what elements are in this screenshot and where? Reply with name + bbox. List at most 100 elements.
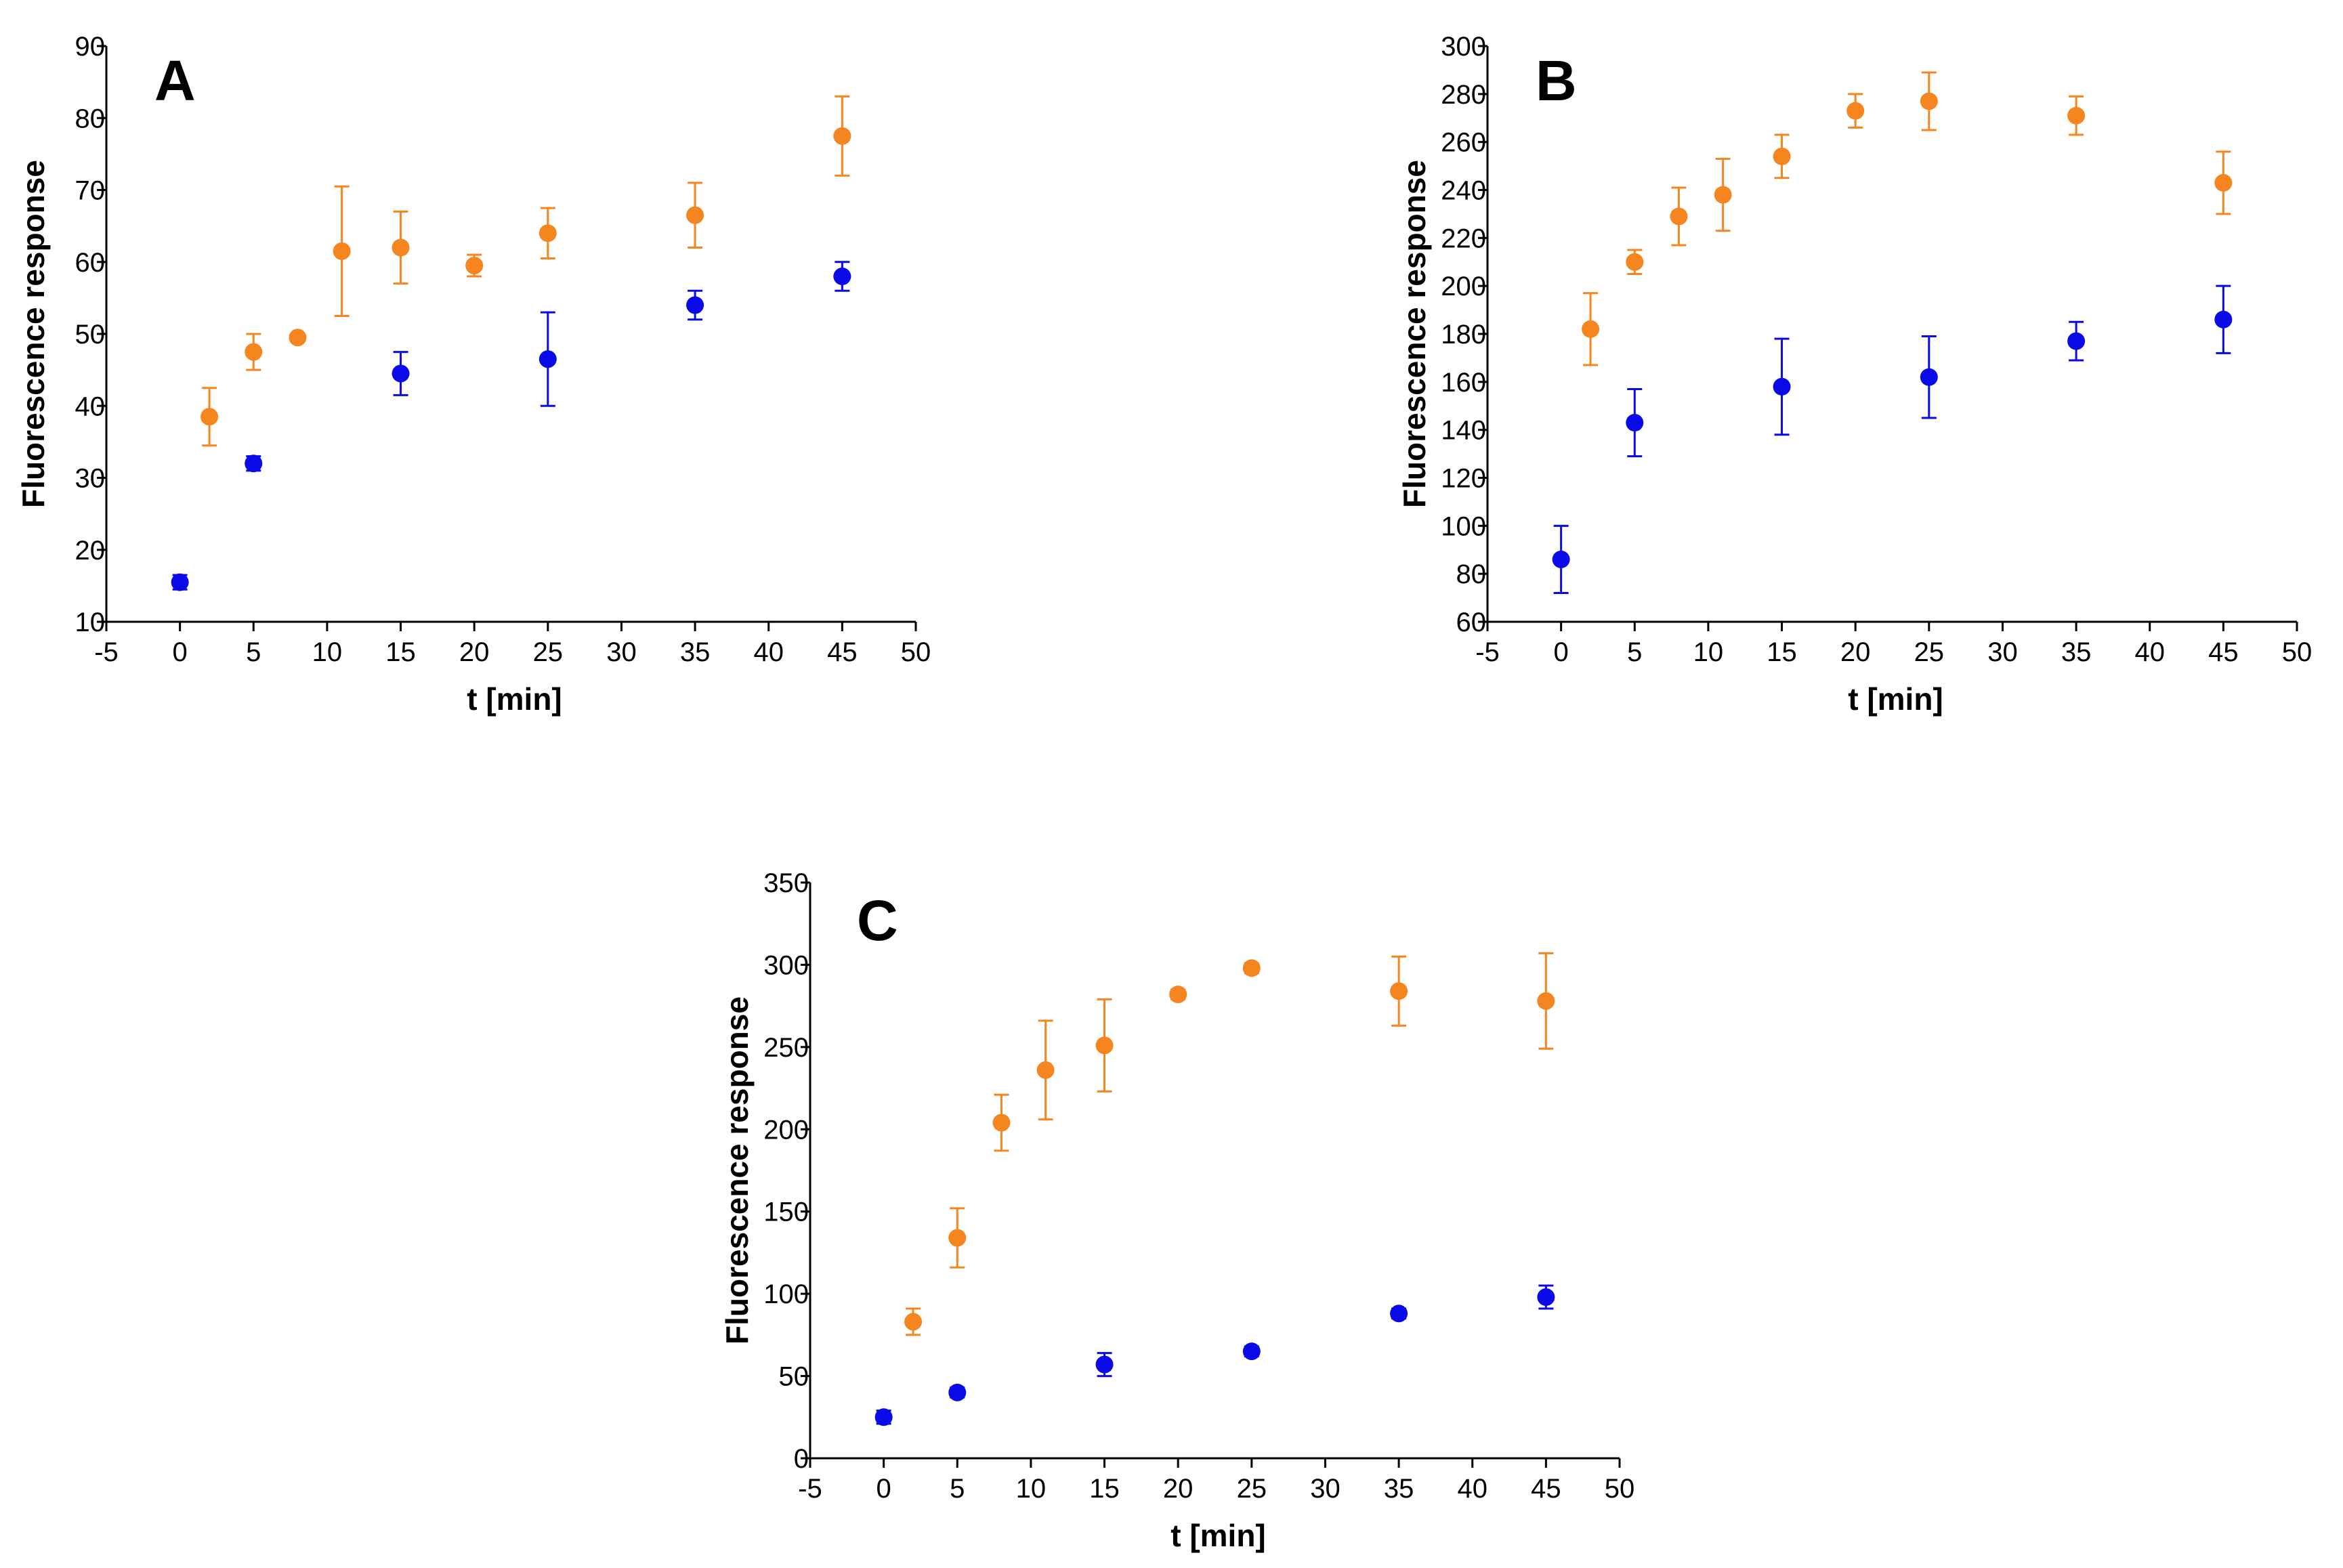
y-tick-label: 50 [75, 320, 106, 349]
x-tick-label: 0 [877, 1474, 891, 1504]
y-tick-label: 80 [75, 104, 106, 133]
y-tick-label: 260 [1441, 128, 1486, 158]
data-point-orange [1920, 92, 1938, 110]
x-tick-label: 25 [533, 637, 564, 667]
y-tick-label: 150 [763, 1198, 809, 1227]
y-tick-label: 60 [75, 248, 106, 278]
data-point-orange [1582, 320, 1600, 338]
data-point-orange [1242, 959, 1261, 977]
y-tick-label: 80 [1456, 559, 1487, 589]
y-tick-label: 220 [1441, 224, 1486, 253]
data-point-orange [904, 1313, 923, 1331]
y-tick-label: 200 [763, 1115, 809, 1145]
x-axis-title: t [min] [467, 681, 562, 717]
panel-label: A [154, 49, 196, 112]
data-point-blue [874, 1408, 893, 1426]
x-tick-label: -5 [1475, 637, 1500, 667]
data-point-orange [1169, 986, 1187, 1004]
x-tick-label: -5 [94, 637, 119, 667]
data-point-blue [1537, 1288, 1555, 1306]
data-point-orange [1670, 207, 1688, 226]
data-point-orange [200, 408, 219, 426]
chart-panel-b: -5 0 5 10 15 20 25 30 35 40 45 50 60 80 100 120 140 160 18… [1397, 32, 2312, 717]
data-point-blue [2067, 332, 2086, 350]
x-tick-label: 30 [1987, 637, 2018, 667]
x-tick-label: 20 [459, 637, 490, 667]
data-point-blue [1626, 414, 1644, 432]
x-tick-label: 50 [901, 637, 931, 667]
x-tick-label: 20 [1163, 1474, 1194, 1504]
data-point-blue [1920, 368, 1938, 386]
data-point-orange [833, 127, 851, 145]
data-point-blue [539, 350, 557, 368]
x-tick-label: 50 [2282, 637, 2313, 667]
y-axis-title: Fluorescence response [719, 996, 755, 1344]
x-tick-label: 40 [1457, 1474, 1487, 1504]
data-point-orange [289, 329, 307, 347]
y-tick-label: 200 [1441, 272, 1486, 301]
x-tick-label: 10 [1016, 1474, 1047, 1504]
data-point-blue [245, 454, 263, 473]
data-point-orange [539, 224, 557, 242]
x-tick-label: 15 [1089, 1474, 1120, 1504]
y-tick-label: 10 [75, 608, 106, 637]
data-point-blue [686, 296, 704, 314]
y-tick-label: 20 [75, 536, 106, 566]
x-tick-label: 35 [680, 637, 711, 667]
data-point-blue [833, 268, 851, 285]
data-point-orange [1036, 1061, 1055, 1079]
x-tick-label: 5 [950, 1474, 965, 1504]
x-tick-label: 10 [1693, 637, 1724, 667]
x-axis-title: t [min] [1848, 681, 1943, 717]
x-tick-label: 25 [1237, 1474, 1267, 1504]
x-tick-label: 40 [2134, 637, 2165, 667]
data-point-blue [1242, 1342, 1261, 1361]
data-point-blue [392, 364, 410, 383]
x-tick-label: 50 [1605, 1474, 1635, 1504]
data-point-orange [392, 238, 410, 257]
data-point-blue [1773, 377, 1791, 396]
y-tick-label: 140 [1441, 416, 1486, 446]
data-point-blue [1095, 1355, 1114, 1374]
y-tick-label: 100 [1441, 511, 1486, 541]
x-axis-title: t [min] [1170, 1518, 1266, 1553]
y-tick-label: 180 [1441, 320, 1486, 349]
x-tick-label: -5 [798, 1474, 822, 1504]
x-tick-label: 0 [1554, 637, 1569, 667]
panel-label: B [1536, 49, 1577, 112]
x-tick-label: 30 [1310, 1474, 1341, 1504]
y-tick-label: 160 [1441, 368, 1486, 398]
y-tick-label: 30 [75, 464, 106, 494]
data-point-blue [948, 1383, 967, 1401]
data-point-orange [1095, 1036, 1114, 1055]
data-point-blue [1552, 550, 1570, 568]
y-tick-label: 40 [75, 391, 106, 421]
data-point-blue [1390, 1305, 1408, 1323]
data-point-orange [465, 257, 484, 275]
data-point-orange [992, 1114, 1011, 1132]
x-tick-label: 0 [173, 637, 188, 667]
x-tick-label: 40 [753, 637, 784, 667]
chart-panel-c: -5 0 5 10 15 20 25 30 35 40 45 50050100150200250300… [719, 868, 1634, 1553]
x-tick-label: 45 [827, 637, 858, 667]
data-point-orange [1390, 982, 1408, 1000]
x-tick-label: 20 [1840, 637, 1871, 667]
y-tick-label: 300 [763, 950, 809, 980]
x-tick-label: 45 [1531, 1474, 1561, 1504]
x-tick-label: 15 [1767, 637, 1797, 667]
y-tick-label: 90 [75, 32, 106, 62]
data-point-orange [1846, 102, 1865, 120]
y-tick-label: 70 [75, 176, 106, 206]
panel-label: C [857, 889, 898, 952]
y-tick-label: 60 [1456, 608, 1487, 637]
y-axis-title: Fluorescence response [1397, 160, 1432, 508]
y-axis-title: Fluorescence response [16, 160, 51, 508]
data-point-orange [245, 343, 263, 361]
data-point-orange [686, 206, 704, 224]
data-point-orange [333, 242, 351, 260]
data-point-blue [171, 573, 189, 591]
x-tick-label: 10 [312, 637, 343, 667]
data-point-orange [1537, 992, 1555, 1010]
y-tick-label: 300 [1441, 32, 1486, 62]
y-tick-label: 50 [779, 1362, 809, 1392]
